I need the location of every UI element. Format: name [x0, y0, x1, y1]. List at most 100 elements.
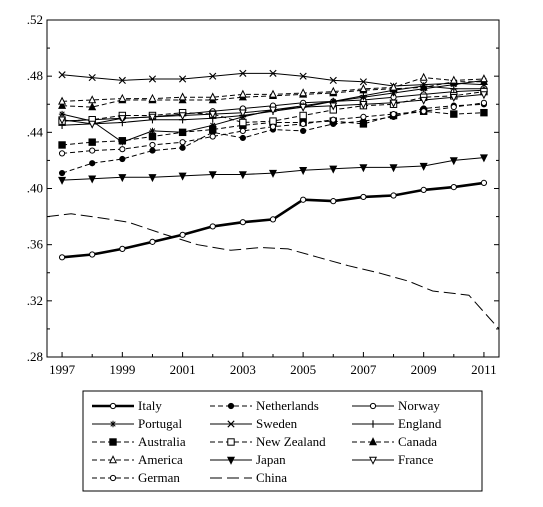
y-tick-label: .32 — [27, 293, 43, 308]
y-tick-label: .40 — [27, 181, 43, 196]
legend-marker-portugal — [109, 420, 117, 428]
point-america-2011 — [479, 74, 488, 83]
point-sweden-2004 — [269, 69, 277, 77]
point-netherlands-1999 — [119, 155, 126, 163]
point-france-1999 — [118, 115, 127, 124]
point-sweden-2003 — [239, 69, 247, 77]
point-japan-2002 — [208, 171, 217, 180]
legend-item-norway: Norway — [352, 398, 440, 413]
legend-item-england: England — [352, 416, 442, 431]
point-italy-1997 — [58, 254, 66, 261]
legend-marker-canada — [368, 437, 378, 446]
point-australia-1999 — [118, 137, 127, 145]
point-france-2008 — [389, 99, 398, 108]
legend-item-china: China — [210, 470, 287, 485]
point-sweden-2000 — [148, 75, 157, 83]
point-japan-2005 — [299, 167, 308, 176]
point-german-1997 — [58, 150, 66, 157]
point-italy-2010 — [450, 183, 457, 191]
point-portugal-2002 — [209, 122, 216, 129]
legend-item-german: German — [92, 470, 180, 485]
legend-item-sweden: Sweden — [210, 416, 298, 431]
plot-series-group — [47, 69, 499, 330]
point-sweden-1999 — [118, 76, 126, 84]
point-italy-2006 — [330, 198, 337, 205]
point-german-2006 — [330, 116, 337, 123]
point-france-1998 — [88, 120, 97, 129]
point-france-2010 — [449, 94, 458, 103]
point-australia-2007 — [359, 120, 368, 128]
point-france-2000 — [148, 113, 157, 122]
point-german-2001 — [179, 139, 186, 146]
point-sweden-2007 — [359, 78, 367, 86]
legend-box — [82, 390, 483, 492]
point-america-2008 — [389, 82, 398, 91]
point-australia-2002 — [209, 125, 217, 134]
point-japan-2004 — [268, 169, 278, 178]
point-netherlands-1998 — [89, 160, 96, 167]
point-portugal-1997 — [58, 110, 66, 118]
point-new-zealand-2005 — [299, 111, 307, 120]
point-italy-2000 — [149, 238, 156, 245]
point-japan-2010 — [449, 157, 458, 166]
point-italy-2007 — [360, 193, 367, 201]
y-tick-label: .48 — [27, 68, 43, 83]
x-tick-label: 1999 — [109, 362, 135, 377]
x-tick-label: 2001 — [170, 362, 196, 377]
point-america-2010 — [449, 75, 458, 84]
legend-item-france: France — [352, 452, 434, 467]
point-japan-2008 — [389, 164, 398, 173]
legend-label-japan: Japan — [256, 452, 286, 467]
point-australia-2011 — [480, 108, 488, 117]
point-netherlands-2000 — [149, 147, 156, 154]
point-german-1998 — [89, 147, 96, 154]
point-new-zealand-2003 — [239, 118, 247, 127]
point-german-2011 — [480, 99, 488, 106]
point-france-2005 — [299, 103, 308, 112]
legend-item-new-zealand: New Zealand — [210, 434, 326, 449]
point-italy-2001 — [179, 231, 186, 238]
point-france-2006 — [329, 102, 338, 111]
point-france-1997 — [58, 116, 67, 125]
legend-label-england: England — [398, 416, 442, 431]
y-tick-label: .52 — [27, 12, 43, 27]
point-sweden-2006 — [329, 76, 337, 84]
point-japan-2006 — [329, 165, 338, 174]
legend-label-france: France — [398, 452, 434, 467]
point-france-2001 — [178, 112, 187, 121]
point-japan-2001 — [178, 172, 187, 181]
legend: Italy Netherlands Norway Portugal Sweden Engl… — [92, 398, 442, 485]
point-france-2009 — [419, 96, 428, 105]
legend-label-german: German — [138, 470, 180, 485]
legend-marker-german — [109, 474, 117, 482]
legend-item-australia: Australia — [92, 434, 186, 449]
x-tick-label: 1997 — [49, 362, 76, 377]
point-japan-2000 — [148, 174, 157, 183]
legend-item-italy: Italy — [92, 398, 162, 413]
point-japan-2009 — [419, 162, 428, 171]
axis-ticks-group: 1997 1999 2001 2003 2005 2007 2009 2011 .28 .32 .3… — [27, 12, 499, 377]
legend-label-canada: Canada — [398, 434, 437, 449]
point-america-2006 — [329, 86, 338, 95]
point-italy-1999 — [119, 245, 126, 252]
point-italy-2005 — [300, 196, 307, 203]
point-france-2002 — [208, 110, 217, 119]
point-australia-2000 — [148, 132, 157, 141]
point-netherlands-2005 — [300, 127, 307, 135]
legend-item-japan: Japan — [210, 452, 286, 467]
point-italy-1998 — [89, 251, 96, 258]
legend-marker-england — [369, 420, 377, 428]
point-sweden-1997 — [58, 71, 66, 79]
point-netherlands-1997 — [58, 169, 66, 177]
legend-marker-sweden — [227, 420, 235, 428]
legend-label-america: America — [138, 452, 183, 467]
point-italy-2003 — [239, 219, 246, 226]
legend-marker-japan — [226, 456, 236, 465]
point-italy-2002 — [209, 223, 216, 230]
point-america-2004 — [268, 89, 278, 98]
legend-label-australia: Australia — [138, 434, 186, 449]
point-sweden-1998 — [88, 73, 96, 82]
point-sweden-2002 — [209, 72, 217, 80]
point-japan-2003 — [238, 171, 247, 180]
